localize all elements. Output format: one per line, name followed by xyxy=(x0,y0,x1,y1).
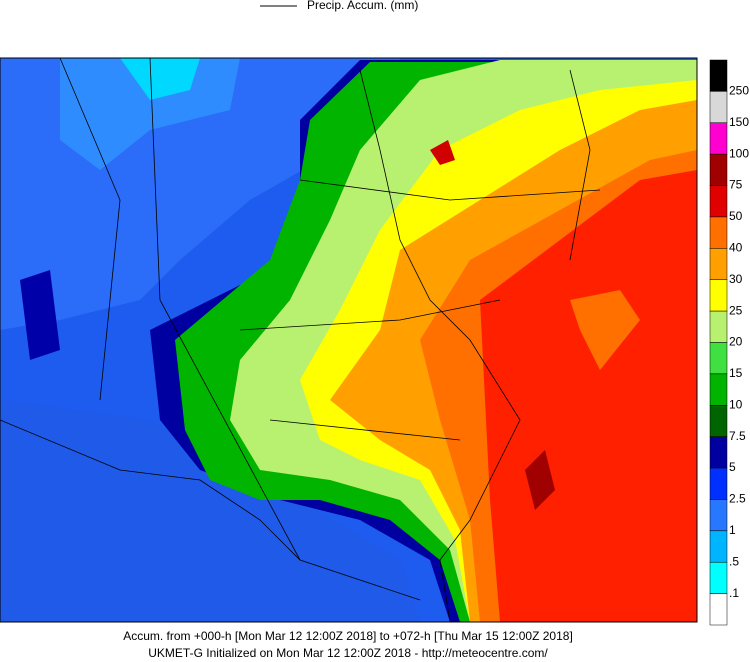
colorbar-swatch xyxy=(709,342,728,375)
colorbar-label: 10 xyxy=(729,397,743,411)
colorbar-swatch xyxy=(709,373,728,406)
colorbar-swatch xyxy=(709,310,728,343)
colorbar-label: 40 xyxy=(729,241,743,255)
colorbar-label: 5 xyxy=(729,460,736,474)
colorbar-swatch xyxy=(709,216,728,249)
colorbar-swatch xyxy=(709,530,728,563)
colorbar: 250 150 100 75 50 40 30 25 20 15 10 7.5 5 2.5 1 .5 .1 xyxy=(709,59,749,626)
colorbar-swatch xyxy=(709,91,728,124)
colorbar-swatch xyxy=(709,499,728,532)
colorbar-swatch xyxy=(709,467,728,500)
colorbar-swatch xyxy=(709,185,728,218)
colorbar-label: 150 xyxy=(729,115,749,129)
colorbar-swatch xyxy=(709,405,728,437)
colorbar-swatch xyxy=(709,436,728,469)
colorbar-swatch xyxy=(709,561,728,594)
colorbar-swatch xyxy=(709,153,728,186)
colorbar-label: 2.5 xyxy=(729,492,746,506)
colorbar-swatch xyxy=(709,248,728,280)
colorbar-label: 50 xyxy=(729,209,743,223)
colorbar-label: 7.5 xyxy=(729,429,746,443)
colorbar-swatch xyxy=(709,122,728,155)
colorbar-label: 15 xyxy=(729,366,743,380)
colorbar-swatch xyxy=(709,59,728,92)
colorbar-swatch xyxy=(709,593,728,626)
legend-title: Precip. Accum. (mm) xyxy=(307,0,418,12)
colorbar-label: 20 xyxy=(729,335,743,349)
colorbar-swatch xyxy=(709,279,728,312)
colorbar-label: 25 xyxy=(729,303,743,317)
colorbar-label: 75 xyxy=(729,178,743,192)
colorbar-label: 30 xyxy=(729,272,743,286)
colorbar-label: 250 xyxy=(729,84,749,98)
colorbar-label: .5 xyxy=(729,554,739,568)
colorbar-label: 1 xyxy=(729,523,736,537)
colorbar-label: 100 xyxy=(729,146,749,160)
colorbar-label: .1 xyxy=(729,586,739,600)
map xyxy=(0,57,698,623)
footer-line: Accum. from +000-h [Mon Mar 12 12:00Z 20… xyxy=(123,629,573,643)
footer-line: UKMET-G Initialized on Mon Mar 12 12:00Z… xyxy=(148,646,548,660)
